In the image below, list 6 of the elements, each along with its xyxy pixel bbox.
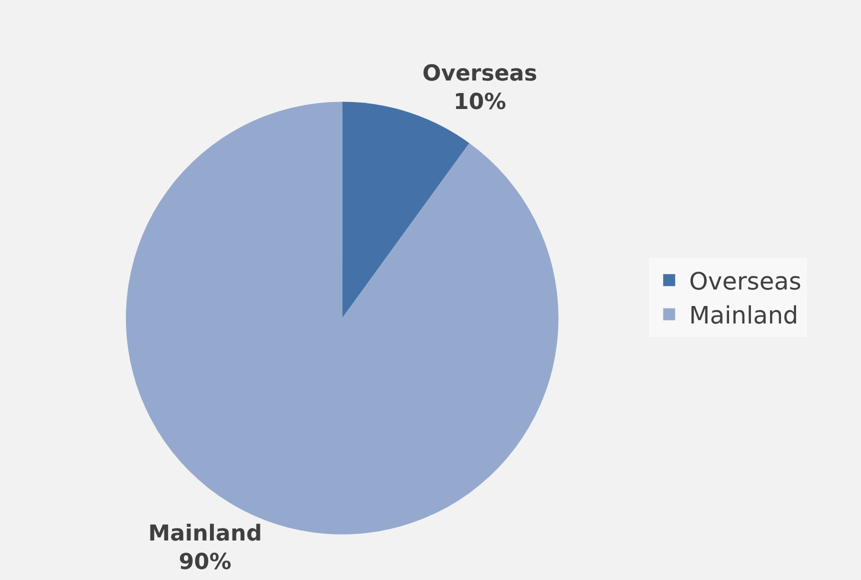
data-label: 10% [453,90,506,115]
slice-label: Overseas [422,61,538,86]
data-label: 90% [178,550,232,575]
legend-label: Overseas [689,267,802,296]
legend-label: Mainland [689,302,798,330]
slice-label: Mainland [148,521,262,546]
